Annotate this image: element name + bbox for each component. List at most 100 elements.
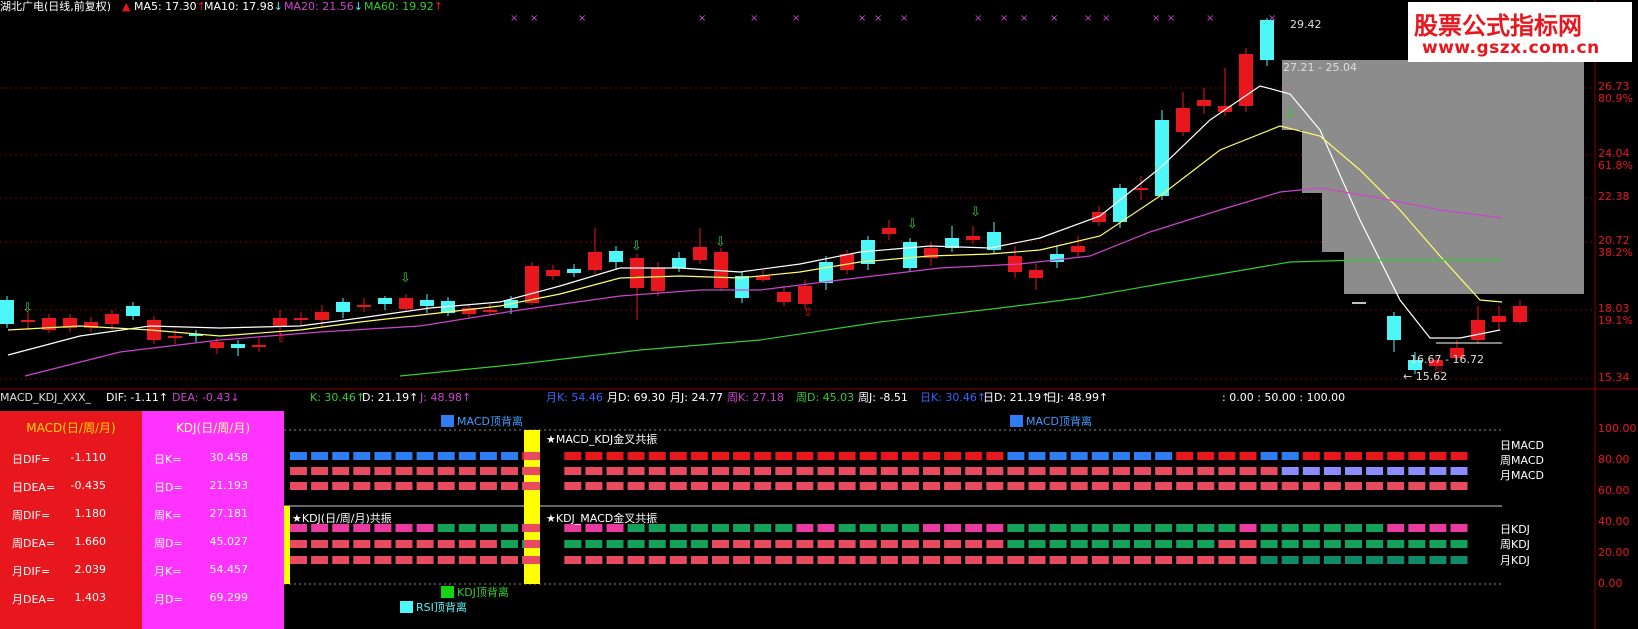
candle (966, 226, 980, 244)
candle (42, 314, 56, 333)
indicator-cell (416, 482, 434, 490)
ma-arrow: ↓ (273, 0, 283, 13)
indicator-cell (986, 452, 1004, 460)
indicator-axis-value: 0.00 (1598, 577, 1623, 590)
chart-header: 湖北广电(日线,前复权) (0, 0, 111, 14)
indicator-cell (901, 540, 919, 548)
indicator-cell (1091, 452, 1109, 460)
indicator-cell (923, 482, 940, 490)
indicator-cell (796, 452, 814, 460)
candle (462, 304, 476, 318)
price-axis-value: 22.38 (1598, 190, 1630, 203)
indicator-cell (965, 482, 983, 490)
indicator-header-item: K: 30.46↑ (310, 391, 366, 404)
indicator-cell (1281, 540, 1299, 548)
indicator-cell (712, 452, 729, 460)
ma-value: MA60: 19.92 (364, 0, 434, 13)
indicator-cell (1408, 467, 1426, 475)
row-label: 周KDJ (1500, 538, 1530, 551)
indicator-cell (606, 467, 624, 475)
indicator-cell (733, 524, 751, 532)
macd-kdj-resonance-label[interactable]: ★MACD_KDJ金叉共振 (546, 433, 658, 446)
indicator-cell (1218, 467, 1236, 475)
cross-marker-icon: × (1000, 13, 1008, 24)
indicator-cell (1450, 524, 1468, 532)
indicator-cell (859, 482, 877, 490)
indicator-cell (733, 540, 751, 548)
indicator-cell (1112, 540, 1130, 548)
indicator-cell (944, 452, 962, 460)
signal-square-icon (400, 601, 413, 613)
candle (1492, 306, 1506, 330)
indicator-cell (585, 540, 603, 548)
indicator-cell (1218, 540, 1236, 548)
indicator-cell (564, 524, 582, 532)
ma20-line (24, 187, 1503, 377)
fib-zones (1282, 60, 1584, 294)
indicator-cell (1197, 452, 1215, 460)
indicator-header-item: 月J: 24.77 (670, 391, 723, 404)
indicator-cell (690, 467, 708, 475)
rsi-top-divergence[interactable]: RSI顶背离 (400, 601, 467, 615)
indicator-cell (311, 540, 329, 548)
kdj-macd-resonance-label[interactable]: ★KDJ_MACD金叉共振 (546, 512, 658, 525)
indicator-cell (754, 524, 772, 532)
indicator-cell (1429, 524, 1447, 532)
indicator-cell (901, 452, 919, 460)
indicator-cell (524, 540, 540, 548)
indicator-cell (817, 540, 835, 548)
signal-square-icon (1010, 415, 1023, 427)
indicator-cell (1028, 524, 1046, 532)
signal-square-icon (441, 415, 454, 427)
indicator-cell (669, 467, 687, 475)
indicator-cell (416, 524, 434, 532)
indicator-cell (1028, 482, 1046, 490)
cross-marker-icon: × (974, 13, 982, 24)
indicator-cell (1260, 540, 1278, 548)
indicator-cell (1134, 540, 1151, 548)
site-watermark: 股票公式指标网 www.gszx.com.cn (1408, 2, 1632, 62)
indicator-cell (501, 482, 518, 490)
indicator-cell (796, 467, 814, 475)
indicator-cell (712, 467, 729, 475)
indicator-cell (986, 482, 1004, 490)
indicator-cell (1323, 540, 1341, 548)
indicator-cell (1281, 482, 1299, 490)
indicator-cell (944, 467, 962, 475)
indicator-cell (1450, 540, 1468, 548)
indicator-cell (944, 540, 962, 548)
high-range-label: 27.21 - 25.04 (1283, 61, 1357, 74)
macd-top-divergence-1[interactable]: MACD顶背离 (441, 415, 523, 429)
cross-marker-icon: × (1020, 13, 1028, 24)
indicator-cell (986, 540, 1004, 548)
indicator-cell (1070, 482, 1088, 490)
cross-marker-icon: × (1050, 13, 1058, 24)
panel-row: 周D= 45.027 (154, 535, 276, 551)
indicator-cell (1260, 556, 1278, 564)
kdj-top-divergence[interactable]: KDJ顶背离 (441, 586, 509, 600)
indicator-cell (754, 467, 772, 475)
indicator-cell (648, 524, 666, 532)
indicator-cell (690, 452, 708, 460)
candle (588, 228, 602, 274)
candle (903, 238, 917, 272)
indicator-cell (669, 482, 687, 490)
kdj-panel-title: KDJ(日/周/月) (175, 421, 251, 435)
kdj-resonance-label[interactable]: ★KDJ(日/周/月)共振 (292, 512, 392, 525)
signal-square-icon (441, 586, 454, 598)
candle (252, 338, 266, 352)
indicator-cell (564, 467, 582, 475)
indicator-cell (1260, 482, 1278, 490)
indicator-cell (585, 482, 603, 490)
macd-top-divergence-2[interactable]: MACD顶背离 (1010, 415, 1092, 429)
indicator-cell (775, 482, 793, 490)
indicator-cell (1028, 540, 1046, 548)
indicator-cell (775, 467, 793, 475)
indicator-axis-value: 40.00 (1598, 515, 1630, 528)
indicator-cell (965, 524, 983, 532)
indicator-cell (775, 452, 793, 460)
indicator-cell (416, 540, 434, 548)
indicator-cell (1176, 524, 1194, 532)
